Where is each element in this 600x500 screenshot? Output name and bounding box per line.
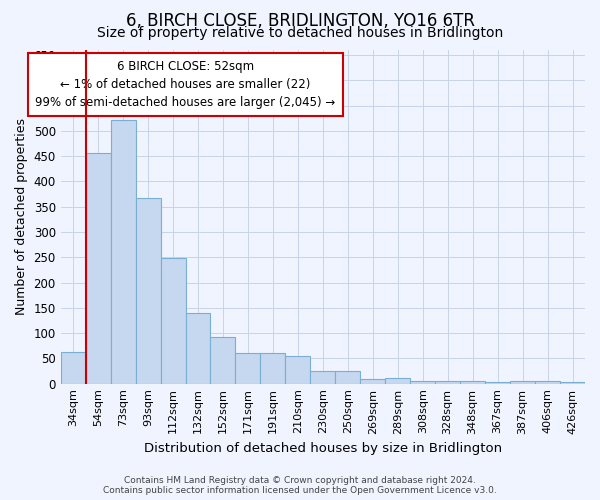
Bar bbox=[335, 370, 360, 384]
Bar bbox=[211, 337, 235, 384]
Bar bbox=[136, 198, 161, 384]
Bar bbox=[435, 380, 460, 384]
Bar bbox=[185, 313, 211, 384]
Bar bbox=[510, 380, 535, 384]
Bar bbox=[560, 382, 585, 384]
Bar bbox=[260, 353, 286, 384]
Bar bbox=[86, 153, 110, 384]
Bar bbox=[360, 379, 385, 384]
Text: Contains HM Land Registry data © Crown copyright and database right 2024.
Contai: Contains HM Land Registry data © Crown c… bbox=[103, 476, 497, 495]
Text: Size of property relative to detached houses in Bridlington: Size of property relative to detached ho… bbox=[97, 26, 503, 40]
Bar bbox=[110, 120, 136, 384]
Bar bbox=[535, 381, 560, 384]
Y-axis label: Number of detached properties: Number of detached properties bbox=[15, 118, 28, 316]
Text: 6, BIRCH CLOSE, BRIDLINGTON, YO16 6TR: 6, BIRCH CLOSE, BRIDLINGTON, YO16 6TR bbox=[125, 12, 475, 30]
Bar bbox=[410, 380, 435, 384]
X-axis label: Distribution of detached houses by size in Bridlington: Distribution of detached houses by size … bbox=[144, 442, 502, 455]
Bar bbox=[61, 352, 86, 384]
Bar bbox=[161, 258, 185, 384]
Bar bbox=[485, 382, 510, 384]
Bar bbox=[385, 378, 410, 384]
Bar bbox=[286, 356, 310, 384]
Bar bbox=[235, 353, 260, 384]
Bar bbox=[310, 370, 335, 384]
Text: 6 BIRCH CLOSE: 52sqm
← 1% of detached houses are smaller (22)
99% of semi-detach: 6 BIRCH CLOSE: 52sqm ← 1% of detached ho… bbox=[35, 60, 335, 109]
Bar bbox=[460, 381, 485, 384]
